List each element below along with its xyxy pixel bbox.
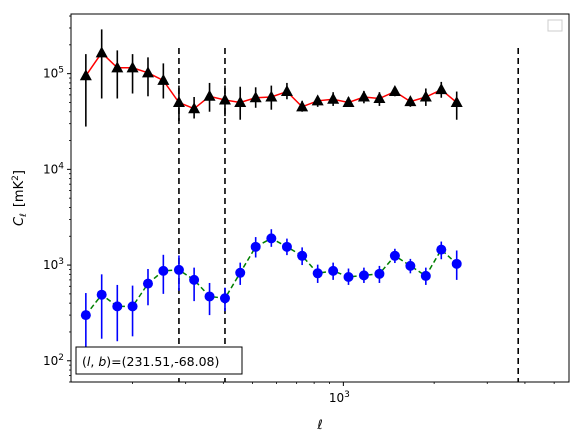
data-point-triangle bbox=[265, 90, 278, 102]
data-point-circle bbox=[189, 274, 200, 285]
data-point-circle bbox=[405, 260, 416, 271]
data-point-triangle bbox=[218, 93, 231, 105]
data-point-triangle bbox=[296, 100, 309, 112]
data-point-circle bbox=[328, 265, 339, 276]
data-point-circle bbox=[235, 267, 246, 278]
data-point-circle bbox=[281, 241, 292, 252]
data-point-triangle bbox=[388, 85, 401, 97]
data-point-triangle bbox=[188, 102, 201, 114]
data-point-triangle bbox=[311, 94, 324, 106]
data-point-circle bbox=[112, 301, 123, 312]
y-tick-label: 104 bbox=[43, 161, 64, 176]
x-tick-label: 103 bbox=[329, 390, 350, 405]
data-point-triangle bbox=[234, 95, 247, 107]
data-point-triangle bbox=[126, 61, 139, 73]
data-point-triangle bbox=[342, 95, 355, 107]
data-point-circle bbox=[420, 270, 431, 281]
data-point-circle bbox=[358, 270, 369, 281]
data-point-circle bbox=[158, 265, 169, 276]
data-point-triangle bbox=[280, 85, 293, 97]
annotation-box bbox=[75, 346, 243, 375]
data-point-triangle bbox=[357, 90, 370, 102]
data-point-triangle bbox=[450, 95, 463, 107]
series-layer bbox=[79, 29, 463, 350]
data-point-triangle bbox=[404, 95, 417, 107]
data-point-triangle bbox=[79, 69, 92, 81]
data-point-circle bbox=[80, 310, 91, 321]
series-triangles bbox=[79, 29, 463, 127]
data-point-circle bbox=[127, 301, 138, 312]
data-point-triangle bbox=[435, 83, 448, 95]
x-axis-label: ℓ bbox=[316, 418, 322, 433]
data-point-triangle bbox=[249, 91, 262, 103]
y-tick-label: 103 bbox=[43, 257, 64, 272]
data-point-circle bbox=[343, 272, 354, 283]
annotation-text: (l, b)=(231.51,-68.08) bbox=[82, 354, 219, 369]
legend-box bbox=[547, 19, 563, 32]
data-point-circle bbox=[451, 258, 462, 269]
y-tick-label: 102 bbox=[43, 353, 64, 368]
data-point-circle bbox=[297, 250, 308, 261]
data-point-circle bbox=[374, 268, 385, 279]
data-point-circle bbox=[96, 289, 107, 300]
data-point-triangle bbox=[157, 73, 170, 85]
data-point-triangle bbox=[327, 92, 340, 104]
data-point-triangle bbox=[203, 89, 216, 101]
data-point-circle bbox=[219, 293, 230, 304]
y-axis-label: Cℓ[mK2] bbox=[11, 170, 29, 226]
y-tick-label: 105 bbox=[43, 66, 64, 81]
data-point-circle bbox=[389, 250, 400, 261]
data-point-circle bbox=[204, 291, 215, 302]
data-point-triangle bbox=[419, 90, 432, 102]
data-point-triangle bbox=[172, 95, 185, 107]
series-line bbox=[85, 237, 458, 316]
data-point-circle bbox=[312, 268, 323, 279]
data-point-circle bbox=[266, 233, 277, 244]
data-point-circle bbox=[250, 241, 261, 252]
plot-frame bbox=[70, 13, 570, 383]
series-circles bbox=[80, 229, 462, 350]
data-point-circle bbox=[436, 244, 447, 255]
data-point-triangle bbox=[141, 66, 154, 78]
data-point-triangle bbox=[111, 61, 124, 73]
coordinate-annotation: (l, b)=(231.51,-68.08) bbox=[75, 346, 243, 375]
data-point-circle bbox=[173, 264, 184, 275]
data-point-triangle bbox=[95, 46, 108, 58]
data-point-triangle bbox=[373, 91, 386, 103]
data-point-circle bbox=[142, 278, 153, 289]
